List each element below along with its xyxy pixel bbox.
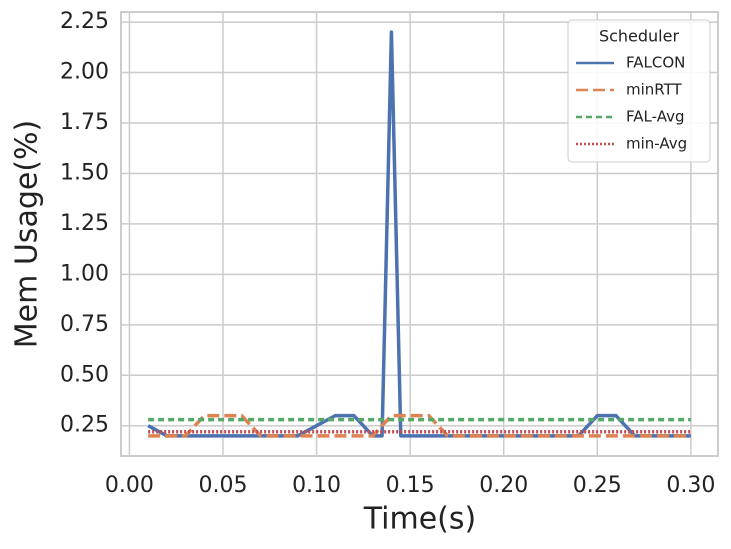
x-axis-label: Time(s) [363, 502, 476, 537]
y-tick-label: 1.75 [60, 110, 109, 135]
y-tick-label: 1.00 [60, 261, 109, 286]
data-line [148, 413, 691, 438]
legend-label: min-Avg [626, 135, 687, 153]
x-tick-label: 0.15 [386, 473, 435, 498]
y-tick-label: 2.25 [60, 9, 109, 34]
legend-title: Scheduler [599, 27, 680, 46]
y-axis-label: Mem Usage(%) [10, 120, 45, 349]
y-tick-label: 1.25 [60, 211, 109, 236]
y-tick-label: 0.75 [60, 312, 109, 337]
x-tick-label: 0.30 [666, 473, 715, 498]
legend-label: FAL-Avg [626, 108, 684, 126]
x-tick-label: 0.10 [292, 473, 341, 498]
x-tick-label: 0.00 [105, 473, 154, 498]
x-tick-label: 0.20 [479, 473, 528, 498]
x-tick-label: 0.25 [573, 473, 622, 498]
legend-label: minRTT [626, 81, 683, 99]
x-tick-label: 0.05 [199, 473, 248, 498]
y-tick-label: 1.50 [60, 160, 109, 185]
y-tick-label: 0.50 [60, 362, 109, 387]
y-tick-label: 2.00 [60, 60, 109, 85]
data-line [147, 30, 691, 438]
y-tick-label: 0.25 [60, 413, 109, 438]
legend-box [567, 19, 711, 163]
legend-label: FALCON [626, 54, 685, 72]
plot-frame [120, 11, 719, 457]
